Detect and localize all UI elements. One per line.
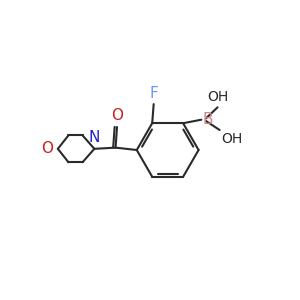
Text: OH: OH (221, 132, 242, 146)
Text: B: B (202, 112, 213, 127)
Text: O: O (111, 109, 123, 124)
Text: N: N (89, 130, 100, 145)
Text: O: O (41, 141, 53, 156)
Text: F: F (149, 86, 158, 101)
Text: OH: OH (207, 90, 228, 104)
